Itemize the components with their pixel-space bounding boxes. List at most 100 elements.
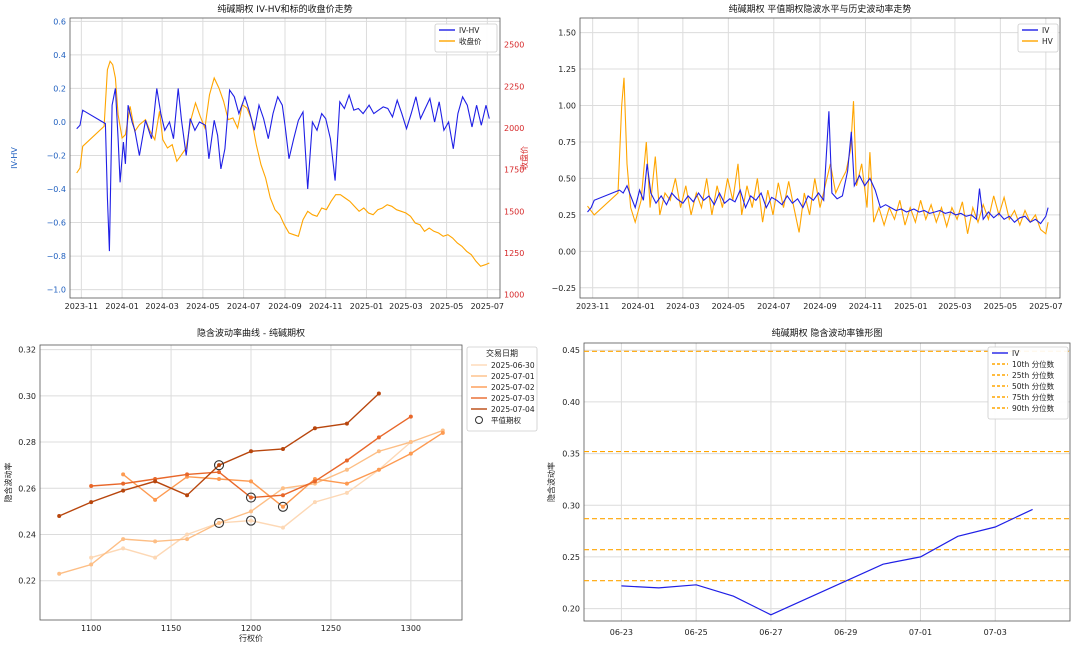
series-line-close-price — [76, 60, 490, 267]
tick-label: 1.00 — [558, 102, 576, 111]
tick-label: 0.45 — [562, 346, 580, 355]
data-point — [121, 472, 126, 477]
tick-label: 1150 — [161, 624, 181, 633]
tick-label: 1.50 — [558, 29, 576, 38]
data-point — [217, 520, 222, 525]
tick-label: 0.00 — [558, 247, 576, 256]
legend-label: 2025-07-02 — [491, 383, 535, 392]
tick-label: 1200 — [241, 624, 261, 633]
tick-label: 2025-05 — [430, 302, 463, 311]
tick-label: 1.25 — [558, 65, 576, 74]
tick-label: −0.8 — [47, 252, 66, 261]
tick-label: 2024-07 — [757, 302, 790, 311]
tick-label: 1250 — [321, 624, 341, 633]
data-point — [121, 488, 126, 493]
atm-marker — [277, 501, 289, 512]
tick-label: 2024-03 — [145, 302, 178, 311]
tick-label: 0.32 — [18, 346, 36, 355]
tick-label: 2025-01 — [894, 302, 927, 311]
legend-box — [1017, 23, 1059, 53]
tick-label: 2024-09 — [803, 302, 836, 311]
legend-label: IV — [1012, 349, 1020, 358]
legend-box — [466, 346, 538, 432]
y-axis-label: 隐含波动率 — [546, 462, 556, 502]
data-point — [249, 449, 253, 454]
tick-label: 1750 — [504, 166, 524, 175]
data-point — [249, 479, 253, 484]
legend-label: 10th 分位数 — [1012, 359, 1055, 369]
data-point — [312, 500, 317, 505]
y-axis-label: IV-HV — [10, 147, 19, 169]
tick-label: 0.0 — [53, 118, 66, 127]
data-point — [249, 509, 253, 514]
tick-label: 1500 — [504, 207, 524, 216]
data-point — [89, 500, 94, 505]
iv-cone-chart: 06-23 06-25 06-27 06-29 07-01 07-03 0.20 0.25 0.… — [546, 327, 1071, 637]
data-point — [312, 479, 317, 484]
tick-label: 2025-03 — [938, 302, 971, 311]
tick-label: 0.20 — [562, 605, 580, 614]
legend-label: 50th 分位数 — [1012, 381, 1055, 391]
tick-label: 0.30 — [562, 501, 580, 510]
tick-label: 2024-11 — [309, 302, 342, 311]
tick-label: 2025-01 — [350, 302, 383, 311]
tick-label: 2024-01 — [621, 302, 654, 311]
series-line-iv — [587, 111, 1049, 225]
tick-label: 2025-05 — [984, 302, 1017, 311]
tick-label: 0.22 — [18, 577, 36, 586]
tick-label: 07-01 — [909, 628, 932, 637]
data-point — [280, 493, 285, 498]
tick-label: 2025-03 — [389, 302, 422, 311]
tick-label: 1250 — [504, 249, 524, 258]
data-point — [249, 495, 253, 500]
tick-label: −0.2 — [47, 151, 66, 160]
y-axis-label-right: 收盘价 — [519, 146, 529, 170]
tick-label: 0.40 — [562, 398, 580, 407]
data-point — [280, 446, 285, 451]
tick-label: 2500 — [504, 41, 524, 50]
data-point — [440, 430, 445, 435]
tick-label: 06-25 — [685, 628, 708, 637]
data-point — [185, 472, 190, 477]
tick-label: 07-03 — [984, 628, 1007, 637]
atm-marker — [213, 460, 225, 471]
tick-label: 2024-11 — [849, 302, 882, 311]
tick-label: 1100 — [81, 624, 101, 633]
tick-label: 1000 — [504, 291, 524, 300]
tick-label: −1.0 — [47, 286, 66, 295]
chart-title: 纯碱期权 隐含波动率锥形图 — [772, 327, 883, 339]
data-point — [185, 493, 190, 498]
tick-label: 2025-07 — [1029, 302, 1062, 311]
data-point — [89, 483, 94, 488]
y-axis-label: 隐含波动率 — [3, 463, 13, 503]
tick-label: 2025-07 — [471, 302, 504, 311]
tick-label: 0.28 — [18, 438, 36, 447]
data-point — [376, 467, 381, 472]
data-point — [121, 481, 126, 486]
data-point — [121, 546, 126, 551]
tick-label: 2000 — [504, 124, 524, 133]
tick-label: 1300 — [401, 624, 421, 633]
atm-marker — [245, 492, 257, 503]
tick-label: 0.35 — [562, 450, 580, 459]
data-point — [153, 479, 158, 484]
legend-box — [987, 346, 1069, 420]
data-point — [280, 486, 285, 491]
tick-label: 0.4 — [53, 51, 66, 60]
data-point — [408, 451, 413, 456]
iv-hv-price-chart: 2023-11 2024-01 2024-03 2024-05 2024-07 2024-… — [10, 3, 529, 311]
tick-label: 2024-03 — [666, 302, 699, 311]
legend-label: 2025-06-30 — [491, 361, 535, 370]
series-line-iv — [621, 508, 1033, 616]
tick-label: 06-27 — [759, 628, 782, 637]
tick-label: −0.6 — [47, 219, 66, 228]
data-point — [408, 414, 413, 419]
tick-label: 06-29 — [834, 628, 857, 637]
tick-label: 0.25 — [562, 553, 580, 562]
data-point — [153, 497, 158, 502]
legend-label: HV — [1042, 37, 1054, 46]
chart-title: 隐含波动率曲线 - 纯碱期权 — [197, 327, 305, 339]
tick-label: 2024-09 — [268, 302, 301, 311]
tick-label: 0.2 — [53, 84, 66, 93]
tick-label: 2250 — [504, 82, 524, 91]
